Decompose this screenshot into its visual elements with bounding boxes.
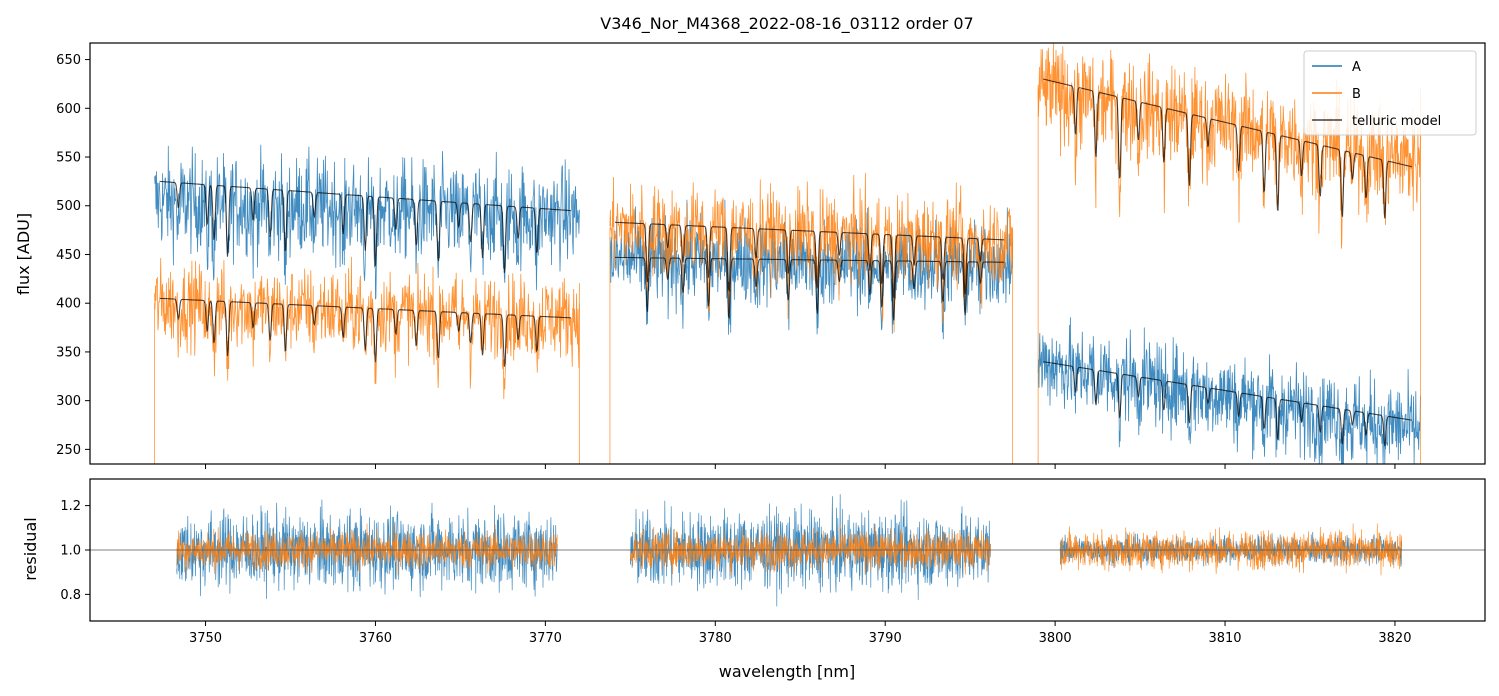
residual-xtick-label: 3750 xyxy=(189,631,222,646)
flux-ytick-label: 550 xyxy=(56,151,81,166)
flux-ytick-label: 600 xyxy=(56,102,81,117)
residual-ytick-label: 1.0 xyxy=(60,544,81,559)
telluric-model-B-segment-3 xyxy=(1043,78,1413,219)
series-B-segment-3 xyxy=(1037,43,1421,249)
flux-ytick-label: 500 xyxy=(56,199,81,214)
telluric-model-A-segment-3 xyxy=(1043,361,1412,447)
residual-xtick-label: 3770 xyxy=(529,631,562,646)
residual-B-segment-3 xyxy=(1059,523,1403,576)
flux-axes: 250 300 350 400 450 500 550 600 650 xyxy=(56,42,1486,469)
series-A-segment-3 xyxy=(1037,317,1421,464)
residual-xtick-label: 3780 xyxy=(699,631,732,646)
legend-label-A: A xyxy=(1352,60,1361,75)
residual-panel: 3750 3760 3770 3780 3790 3800 3810 3820 0.8 1.0 1.… xyxy=(60,478,1486,646)
telluric-model-B-segment-1 xyxy=(159,297,571,367)
residual-xtick-label: 3760 xyxy=(359,631,392,646)
flux-ytick-label: 450 xyxy=(56,248,81,263)
legend-box xyxy=(1303,50,1477,136)
telluric-model-B-segment-2 xyxy=(615,221,1005,299)
flux-ytick-label: 250 xyxy=(56,443,81,458)
wavelength-axis-label: wavelength [nm] xyxy=(719,662,856,681)
residual-plot-area xyxy=(90,494,1485,607)
flux-ytick-label: 350 xyxy=(56,345,81,360)
residual-xtick-label: 3810 xyxy=(1208,631,1241,646)
residual-B-segment-1 xyxy=(176,523,558,576)
residual-ytick-label: 1.2 xyxy=(60,499,81,514)
flux-ytick-label: 650 xyxy=(56,53,81,68)
residual-axis-label: residual xyxy=(21,517,40,580)
telluric-model-A-segment-2 xyxy=(615,256,1005,321)
legend-label-telluric-model: telluric model xyxy=(1352,114,1441,129)
chart-title: V346_Nor_M4368_2022-08-16_03112 order 07 xyxy=(600,14,973,34)
residual-ytick-label: 0.8 xyxy=(60,588,81,603)
telluric-model-A-segment-1 xyxy=(159,180,571,273)
flux-ytick-label: 300 xyxy=(56,394,81,409)
flux-panel: 250 300 350 400 450 500 550 600 650 xyxy=(56,42,1486,469)
series-B-segment-2 xyxy=(609,172,1013,333)
flux-ytick-label: 400 xyxy=(56,297,81,312)
flux-plot-area xyxy=(154,43,1421,464)
legend-label-B: B xyxy=(1352,87,1361,102)
flux-axis-label: flux [ADU] xyxy=(14,213,33,295)
residual-xtick-label: 3820 xyxy=(1378,631,1411,646)
residual-B-segment-2 xyxy=(629,524,991,576)
residual-xtick-label: 3800 xyxy=(1039,631,1072,646)
flux-frame xyxy=(89,42,1486,465)
residual-xtick-label: 3790 xyxy=(869,631,902,646)
residual-axes: 3750 3760 3770 3780 3790 3800 3810 3820 0.8 1.0 1.… xyxy=(60,478,1486,646)
